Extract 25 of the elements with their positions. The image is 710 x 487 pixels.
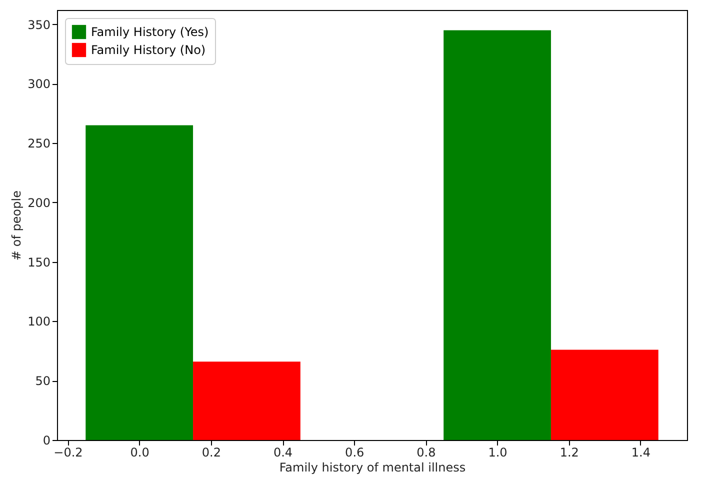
x-tick-label: 1.4 [631, 446, 651, 460]
bar [550, 350, 658, 440]
x-tick-label: −0.2 [54, 446, 83, 460]
x-tick-label: 0.0 [130, 446, 150, 460]
y-tick-label: 350 [28, 18, 50, 32]
legend-label: Family History (No) [91, 43, 206, 57]
x-tick-label: 0.8 [416, 446, 436, 460]
y-tick-label: 300 [28, 77, 50, 92]
x-axis-title: Family history of mental illness [279, 460, 466, 474]
y-axis-title: # of people [10, 190, 24, 260]
x-tick-label: 0.2 [202, 446, 221, 460]
y-tick-label: 200 [28, 196, 50, 210]
bar [193, 362, 300, 440]
x-tick-label: 0.4 [273, 446, 293, 460]
bar [86, 125, 194, 440]
y-tick-label: 250 [28, 136, 50, 151]
y-tick-label: 100 [28, 314, 50, 329]
x-tick-label: 0.6 [345, 446, 364, 460]
y-tick-label: 50 [35, 374, 50, 388]
x-tick-label: 1.0 [488, 446, 508, 460]
y-tick-label: 0 [42, 434, 50, 448]
bar [444, 30, 551, 440]
legend-label: Family History (Yes) [91, 25, 209, 39]
y-tick-label: 150 [28, 255, 50, 270]
x-tick-label: 1.2 [560, 446, 579, 460]
